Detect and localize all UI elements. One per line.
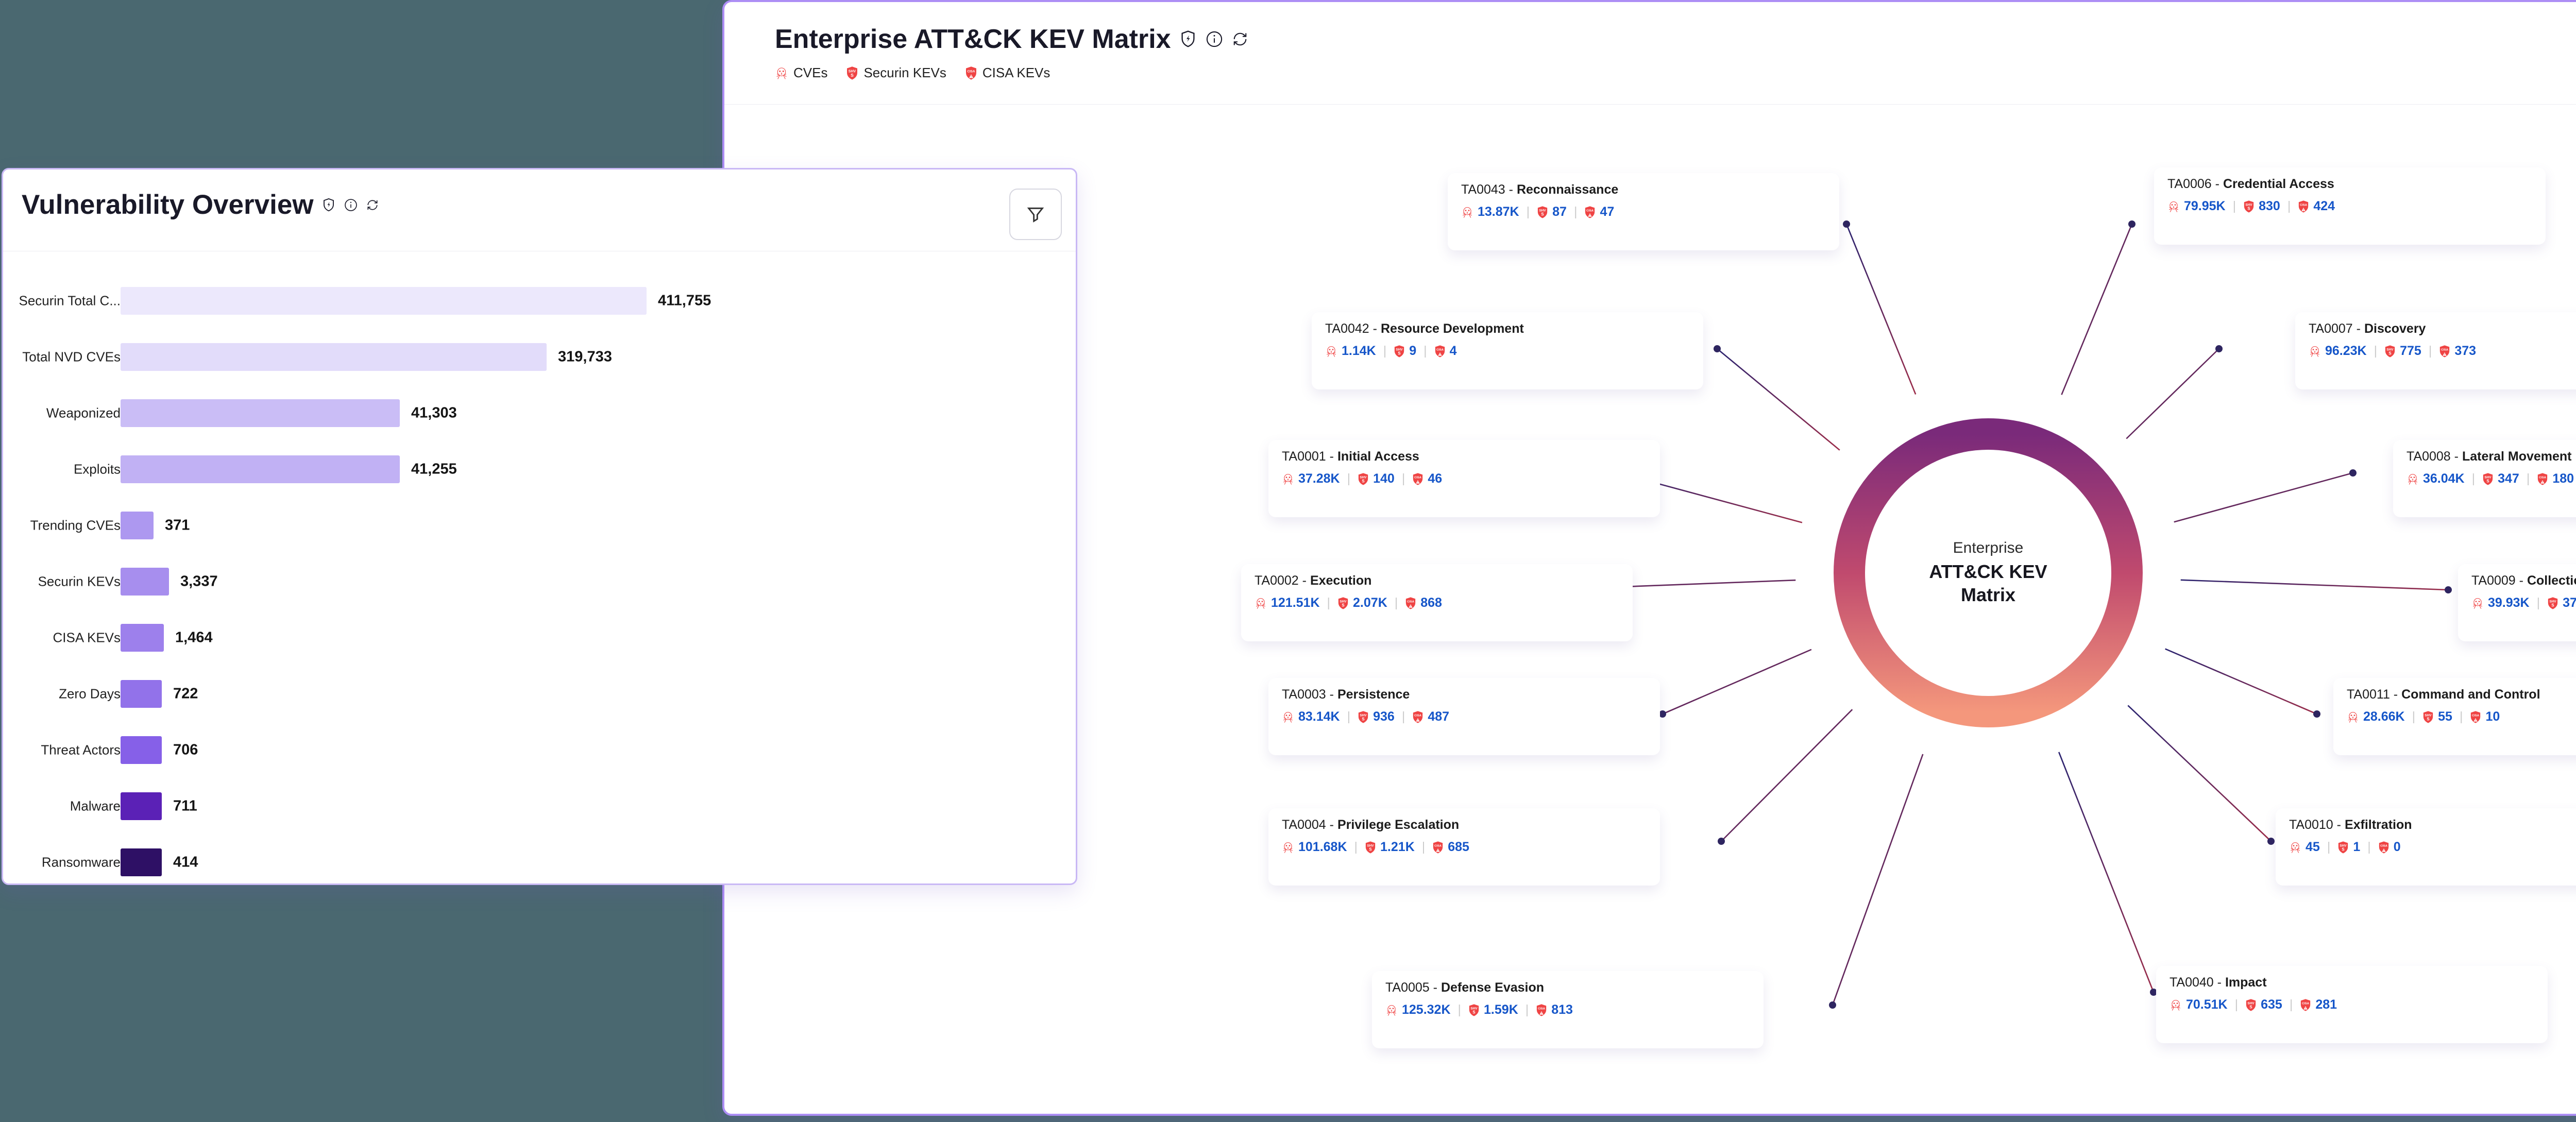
svg-text:!: ! [2383, 849, 2384, 852]
svg-text:S: S [1398, 351, 1401, 355]
svg-text:!: ! [1541, 1012, 1542, 1015]
svg-text:!: ! [1590, 214, 1591, 217]
svg-text:S: S [2389, 351, 2392, 355]
svg-text:CISA: CISA [1434, 844, 1442, 847]
svg-text:S: S [2552, 603, 2554, 607]
svg-text:!: ! [2542, 481, 2543, 484]
svg-text:S: S [1362, 479, 1365, 483]
svg-text:CISA: CISA [1414, 714, 1422, 717]
svg-text:CISA: CISA [1414, 476, 1422, 479]
svg-text:S: S [2248, 206, 2250, 211]
svg-text:CISA: CISA [2441, 348, 2449, 351]
svg-text:CISA: CISA [1407, 600, 1415, 603]
svg-text:S: S [1362, 717, 1365, 721]
svg-text:CISA: CISA [2380, 844, 2388, 847]
svg-text:!: ! [1417, 719, 1418, 722]
svg-text:S: S [2250, 1005, 2252, 1009]
svg-text:CISA: CISA [1436, 348, 1444, 351]
svg-text:CISA: CISA [1538, 1007, 1546, 1010]
svg-text:!: ! [1417, 481, 1418, 484]
svg-text:S: S [1472, 1010, 1475, 1014]
svg-text:!: ! [2444, 353, 2445, 356]
svg-text:!: ! [1437, 849, 1438, 852]
svg-text:CISA: CISA [2302, 1002, 2310, 1005]
svg-text:S: S [2427, 717, 2430, 721]
svg-text:!: ! [2476, 719, 2477, 722]
svg-text:CISA: CISA [1587, 209, 1595, 212]
svg-text:S: S [2342, 847, 2345, 852]
svg-text:S: S [1369, 847, 1371, 852]
svg-text:!: ! [2305, 1007, 2306, 1010]
svg-text:S: S [2487, 479, 2489, 483]
svg-text:CISA: CISA [2300, 203, 2308, 207]
svg-text:!: ! [1439, 353, 1440, 356]
svg-text:!: ! [2303, 208, 2304, 211]
svg-text:!: ! [1410, 605, 1411, 608]
svg-text:CISA: CISA [2539, 476, 2547, 479]
svg-text:S: S [1342, 603, 1344, 607]
svg-text:S: S [1541, 212, 1544, 216]
svg-text:CISA: CISA [2472, 714, 2480, 717]
